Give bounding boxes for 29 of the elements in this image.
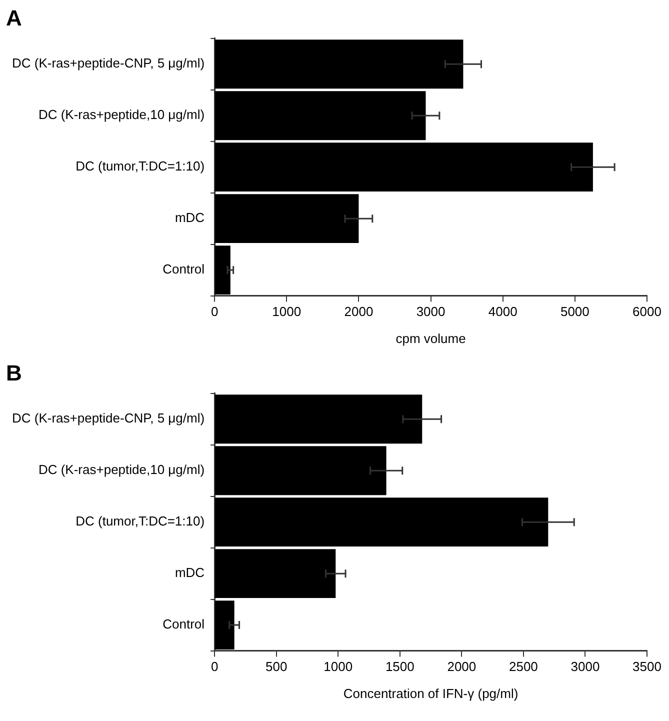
x-tick-label: 500 (265, 659, 288, 674)
x-tick-label: 0 (210, 304, 218, 320)
x-tick-label: 4000 (488, 304, 518, 320)
y-tick-label: Control (162, 616, 205, 632)
text: B (6, 360, 22, 386)
x-tick-label: 3500 (632, 659, 662, 674)
x-tick-label: 2500 (508, 659, 538, 674)
x-axis-title: cpm volume (396, 330, 466, 346)
y-tick-label: DC (tumor,T:DC=1:10) (76, 158, 205, 174)
x-axis-title: Concentration of IFN-γ (pg/ml) (343, 686, 518, 701)
x-tick-label: 1000 (272, 304, 302, 320)
y-tick-label: DC (K-ras+peptide-CNP, 5 μg/ml) (12, 56, 205, 71)
x-tick-label: 5000 (560, 304, 590, 320)
y-tick-label: mDC (174, 210, 205, 226)
x-tick-label: 1500 (385, 659, 414, 674)
x-tick-label: 2000 (447, 659, 476, 674)
y-tick-label: DC (K-ras+peptide-CNP, 5 μg/ml) (12, 410, 205, 426)
text: A (6, 5, 22, 30)
x-tick-label: 3000 (416, 304, 446, 320)
x-tick-label: 2000 (344, 304, 374, 320)
x-tick-label: 6000 (632, 304, 662, 320)
y-tick-label: mDC (174, 565, 205, 580)
y-tick-label: DC (K-ras+peptide,10 μg/ml) (38, 462, 205, 478)
y-tick-label: DC (K-ras+peptide,10 μg/ml) (38, 107, 205, 122)
x-tick-label: 0 (210, 659, 218, 674)
x-tick-label: 1000 (324, 659, 353, 674)
x-tick-label: 3000 (570, 659, 600, 674)
y-tick-label: Control (162, 262, 205, 277)
y-tick-label: DC (tumor,T:DC=1:10) (76, 514, 205, 529)
